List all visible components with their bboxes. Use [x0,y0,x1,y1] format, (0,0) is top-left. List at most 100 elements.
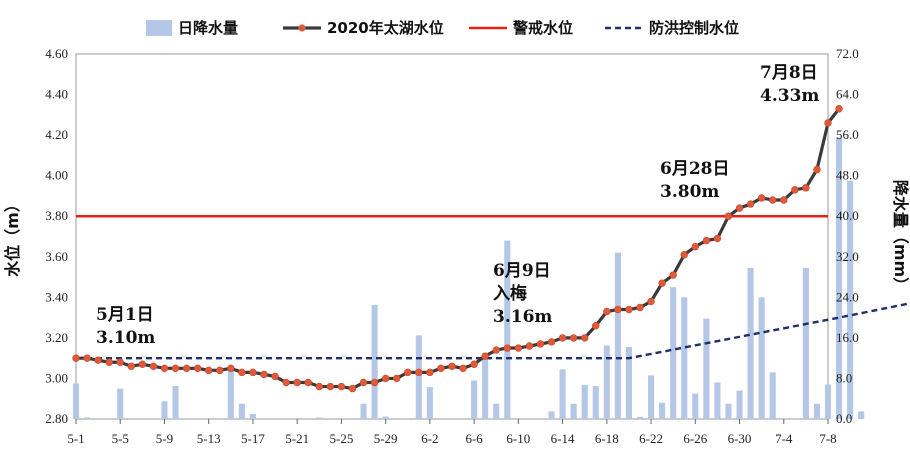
right-tick-label: 48.0 [836,168,859,183]
water-level-point [381,374,390,383]
water-level-point [669,271,677,279]
x-tick-label: 5-29 [374,431,398,446]
left-tick-label: 4.00 [45,168,68,183]
water-level-point [813,165,821,174]
water-level-point [713,234,722,243]
water-level-point [503,344,511,352]
annotation-text: 入梅 [493,283,527,304]
rainfall-bar [813,403,820,419]
water-level-point [448,362,456,370]
x-tick-label: 7-8 [819,431,836,446]
rainfall-bar [636,416,644,419]
water-level-point [94,356,102,364]
x-tick-label: 6-26 [683,431,707,446]
water-level-point [238,368,246,377]
rainfall-bar [758,297,765,419]
rainfall-bar [670,287,677,419]
x-tick-label: 7-4 [775,431,793,446]
right-tick-label: 0.0 [836,411,852,426]
water-level-point [625,305,633,314]
water-level-point [492,346,500,354]
rainfall-bar [769,372,776,419]
water-level-point [116,358,124,366]
water-level-point [304,378,312,387]
water-level-point [404,368,412,377]
water-level-point [791,186,799,194]
left-tick-label: 3.60 [45,249,68,264]
right-tick-label: 8.0 [836,370,852,385]
water-level-point [271,372,279,381]
x-tick-label: 5-9 [156,431,173,446]
right-tick-label: 64.0 [836,87,859,102]
lines [72,105,910,393]
x-tick-label: 5-1 [67,431,84,446]
rainfall-bar [714,382,721,419]
water-level-line [76,107,841,391]
annotation-text: 3.10m [96,328,155,348]
rainfall-bar [559,369,566,419]
water-level-point [547,338,556,346]
rainfall-bar [603,345,610,419]
water-level-point [702,236,711,245]
rainfall-bar [581,385,588,419]
water-level-point [824,119,832,127]
legend-rain-label: 日降水量 [178,19,238,37]
water-level-point [182,364,191,373]
x-tick-label: 6-10 [506,431,530,446]
water-level-point [249,368,257,377]
water-level-point [326,382,335,391]
water-level-point [558,334,567,342]
rainfall-bar [161,401,168,419]
legend-warning-label: 警戒水位 [512,19,573,37]
right-tick-label: 16.0 [836,330,859,345]
right-tick-label: 56.0 [836,127,859,142]
rainfall-bar [249,413,256,419]
water-level-point [603,307,611,316]
rainfall-bar [802,267,809,419]
right-tick-label: 32.0 [836,249,859,264]
x-tick-label: 5-13 [197,431,221,446]
water-level-point [835,105,843,113]
water-level-point [83,354,91,362]
water-level-point [105,358,113,366]
water-level-point [193,364,202,373]
rainfall-bar [504,240,511,419]
water-level-point [216,366,224,375]
x-tick-label: 6-22 [639,431,663,446]
water-level-point [658,279,666,287]
rainfall-bar [659,402,666,419]
water-level-point [636,303,644,312]
rainfall-bar [493,403,500,419]
legend-flood-label: 防洪控制水位 [649,19,739,37]
rainfall-bar [84,417,91,419]
rainfall-bar [72,383,80,419]
right-axis-label: 降水量（mm） [891,180,910,293]
water-level-point [569,334,578,342]
annotation-text: 7月8日 [760,63,818,83]
water-level-point [315,382,323,391]
water-level-point [525,342,534,350]
water-level-point [415,368,423,377]
rainfall-bar [847,180,854,419]
water-level-point [393,374,401,383]
axes: 2.80 3.00 3.20 3.40 3.60 3.80 4.00 4.20 4.40 4.60… [3,46,910,446]
water-level-point [481,352,489,360]
left-tick-label: 3.20 [45,330,68,345]
water-level-point [227,364,235,373]
water-level-point [536,340,545,348]
x-tick-label: 6-6 [465,431,483,446]
water-level-point [769,196,777,204]
legend: 日降水量 2020年太湖水位 警戒水位 防洪控制水位 [146,19,739,37]
x-tick-label: 6-18 [595,431,619,446]
water-level-point [757,194,766,202]
rainfall-bar [681,297,688,419]
left-tick-label: 4.20 [45,127,68,142]
annotation-text: 3.16m [493,307,552,327]
plot-area [75,53,829,420]
legend-level-label: 2020年太湖水位 [327,19,444,37]
water-level-point [680,251,688,259]
water-level-point [337,382,346,391]
rainfall-bar [360,403,367,419]
